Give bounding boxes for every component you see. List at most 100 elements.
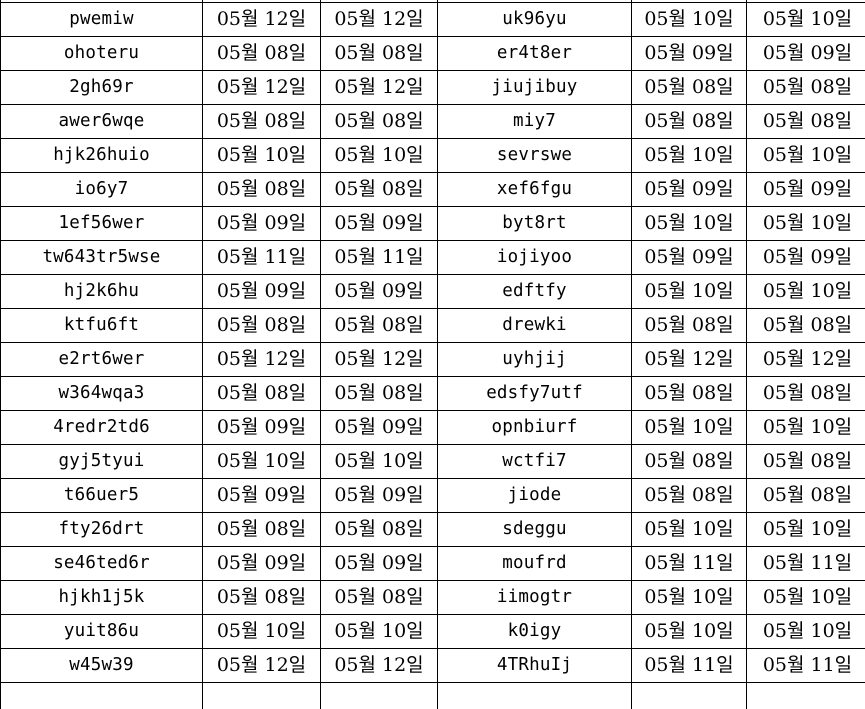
cell-date[interactable]: 05월 12일: [320, 648, 438, 683]
cell-name[interactable]: pwemiw: [0, 2, 203, 37]
cell-name[interactable]: iimogtr: [437, 580, 632, 615]
table-row[interactable]: 4redr2td6 05월 09일 05월 09일 opnbiurf 05월 10일 05…: [0, 410, 865, 445]
table-row[interactable]: hj2k6hu 05월 09일 05월 09일 edftfy 05월 10일 05월 10…: [0, 274, 865, 309]
table-row[interactable]: w364wqa3 05월 08일 05월 08일 edsfy7utf 05월 08일 05…: [0, 376, 865, 411]
cell-date[interactable]: 05월 10일: [631, 206, 747, 241]
cell-name[interactable]: opnbiurf: [437, 410, 632, 445]
cell-date[interactable]: [631, 682, 747, 709]
cell-name[interactable]: ohoteru: [0, 36, 203, 71]
cell-date[interactable]: [320, 682, 438, 709]
cell-date[interactable]: 05월 10일: [320, 614, 438, 649]
cell-date[interactable]: 05월 11일: [631, 648, 747, 683]
table-row[interactable]: tw643tr5wse 05월 11일 05월 11일 iojiyoo 05월 09일 0…: [0, 240, 865, 275]
cell-date[interactable]: 05월 08일: [746, 444, 865, 479]
cell-name[interactable]: hj2k6hu: [0, 274, 203, 309]
cell-date[interactable]: 05월 10일: [746, 2, 865, 37]
cell-name[interactable]: t66uer5: [0, 478, 203, 513]
cell-date[interactable]: 05월 10일: [746, 206, 865, 241]
cell-name[interactable]: fty26drt: [0, 512, 203, 547]
cell-name[interactable]: ktfu6ft: [0, 308, 203, 343]
cell-date[interactable]: 05월 09일: [746, 172, 865, 207]
cell-date[interactable]: 05월 11일: [202, 240, 321, 275]
table-row[interactable]: e2rt6wer 05월 12일 05월 12일 uyhjij 05월 12일 05월 1…: [0, 342, 865, 377]
cell-date[interactable]: 05월 08일: [202, 308, 321, 343]
table-row-partial-bottom[interactable]: [0, 682, 865, 709]
table-row[interactable]: hjkh1j5k 05월 08일 05월 08일 iimogtr 05월 10일 05월 …: [0, 580, 865, 615]
cell-name[interactable]: [0, 682, 203, 709]
cell-date[interactable]: 05월 08일: [631, 376, 747, 411]
cell-name[interactable]: uk96yu: [437, 2, 632, 37]
cell-date[interactable]: 05월 10일: [631, 274, 747, 309]
cell-date[interactable]: 05월 10일: [320, 138, 438, 173]
cell-date[interactable]: 05월 08일: [746, 70, 865, 105]
cell-date[interactable]: 05월 08일: [631, 70, 747, 105]
cell-date[interactable]: 05월 10일: [746, 410, 865, 445]
cell-name[interactable]: edftfy: [437, 274, 632, 309]
cell-date[interactable]: 05월 08일: [320, 308, 438, 343]
cell-name[interactable]: e2rt6wer: [0, 342, 203, 377]
cell-date[interactable]: 05월 10일: [746, 274, 865, 309]
cell-date[interactable]: 05월 12일: [746, 342, 865, 377]
cell-date[interactable]: 05월 10일: [631, 580, 747, 615]
cell-date[interactable]: 05월 09일: [320, 546, 438, 581]
cell-date[interactable]: 05월 11일: [746, 546, 865, 581]
cell-name[interactable]: wctfi7: [437, 444, 632, 479]
cell-date[interactable]: 05월 08일: [320, 172, 438, 207]
cell-date[interactable]: [202, 682, 321, 709]
cell-date[interactable]: 05월 11일: [746, 648, 865, 683]
cell-name[interactable]: uyhjij: [437, 342, 632, 377]
table-row[interactable]: w45w39 05월 12일 05월 12일 4TRhuIj 05월 11일 05월 11…: [0, 648, 865, 683]
cell-date[interactable]: 05월 09일: [746, 240, 865, 275]
cell-name[interactable]: moufrd: [437, 546, 632, 581]
cell-date[interactable]: 05월 10일: [746, 138, 865, 173]
table-row[interactable]: t66uer5 05월 09일 05월 09일 jiode 05월 08일 05월 08일: [0, 478, 865, 513]
cell-name[interactable]: hjkh1j5k: [0, 580, 203, 615]
cell-date[interactable]: 05월 09일: [202, 478, 321, 513]
cell-date[interactable]: 05월 10일: [746, 580, 865, 615]
cell-date[interactable]: 05월 09일: [631, 36, 747, 71]
cell-date[interactable]: 05월 10일: [631, 2, 747, 37]
cell-date[interactable]: 05월 09일: [202, 410, 321, 445]
cell-name[interactable]: iojiyoo: [437, 240, 632, 275]
cell-date[interactable]: 05월 11일: [320, 240, 438, 275]
cell-date[interactable]: 05월 12일: [202, 648, 321, 683]
cell-date[interactable]: 05월 10일: [631, 614, 747, 649]
cell-date[interactable]: 05월 12일: [320, 2, 438, 37]
cell-date[interactable]: 05월 10일: [202, 138, 321, 173]
cell-date[interactable]: 05월 09일: [320, 478, 438, 513]
cell-date[interactable]: 05월 12일: [202, 2, 321, 37]
cell-date[interactable]: 05월 08일: [202, 512, 321, 547]
table-row[interactable]: hjk26huio 05월 10일 05월 10일 sevrswe 05월 10일 05월…: [0, 138, 865, 173]
table-row[interactable]: 2gh69r 05월 12일 05월 12일 jiujibuy 05월 08일 05월 0…: [0, 70, 865, 105]
cell-date[interactable]: 05월 09일: [320, 410, 438, 445]
cell-name[interactable]: 4TRhuIj: [437, 648, 632, 683]
cell-name[interactable]: sdeggu: [437, 512, 632, 547]
cell-date[interactable]: 05월 11일: [631, 546, 747, 581]
cell-name[interactable]: w364wqa3: [0, 376, 203, 411]
cell-date[interactable]: 05월 08일: [202, 376, 321, 411]
cell-name[interactable]: [437, 682, 632, 709]
cell-date[interactable]: 05월 09일: [320, 274, 438, 309]
cell-date[interactable]: 05월 08일: [202, 580, 321, 615]
cell-name[interactable]: awer6wqe: [0, 104, 203, 139]
cell-date[interactable]: 05월 08일: [746, 104, 865, 139]
cell-name[interactable]: 2gh69r: [0, 70, 203, 105]
table-row[interactable]: io6y7 05월 08일 05월 08일 xef6fgu 05월 09일 05월 09일: [0, 172, 865, 207]
cell-date[interactable]: 05월 08일: [202, 36, 321, 71]
table-row[interactable]: ktfu6ft 05월 08일 05월 08일 drewki 05월 08일 05월 08…: [0, 308, 865, 343]
cell-name[interactable]: edsfy7utf: [437, 376, 632, 411]
cell-date[interactable]: 05월 08일: [320, 36, 438, 71]
cell-name[interactable]: drewki: [437, 308, 632, 343]
table-row[interactable]: gyj5tyui 05월 10일 05월 10일 wctfi7 05월 08일 05월 0…: [0, 444, 865, 479]
cell-date[interactable]: 05월 08일: [320, 104, 438, 139]
cell-date[interactable]: 05월 08일: [746, 308, 865, 343]
cell-date[interactable]: 05월 08일: [746, 376, 865, 411]
cell-date[interactable]: 05월 10일: [746, 614, 865, 649]
cell-date[interactable]: 05월 08일: [320, 580, 438, 615]
cell-date[interactable]: 05월 08일: [631, 444, 747, 479]
cell-date[interactable]: 05월 12일: [202, 70, 321, 105]
table-row[interactable]: awer6wqe 05월 08일 05월 08일 miy7 05월 08일 05월 08일: [0, 104, 865, 139]
cell-name[interactable]: jiode: [437, 478, 632, 513]
cell-date[interactable]: 05월 12일: [631, 342, 747, 377]
cell-date[interactable]: 05월 08일: [320, 376, 438, 411]
